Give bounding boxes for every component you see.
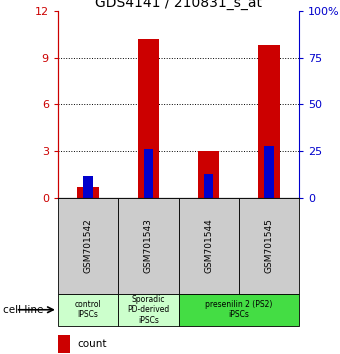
Bar bbox=[204, 174, 214, 198]
Text: GSM701544: GSM701544 bbox=[204, 219, 213, 273]
Bar bbox=[58, 335, 70, 353]
Bar bbox=[78, 187, 99, 198]
Bar bbox=[118, 294, 178, 326]
Bar bbox=[264, 146, 274, 198]
Text: cell line: cell line bbox=[3, 305, 44, 315]
Text: GSM701542: GSM701542 bbox=[84, 219, 92, 273]
Text: GSM701543: GSM701543 bbox=[144, 218, 153, 274]
Bar bbox=[258, 45, 279, 198]
Text: count: count bbox=[77, 339, 107, 349]
Bar bbox=[143, 149, 153, 198]
Bar bbox=[118, 198, 178, 294]
Title: GDS4141 / 210831_s_at: GDS4141 / 210831_s_at bbox=[95, 0, 262, 10]
Bar bbox=[198, 152, 219, 198]
Bar bbox=[58, 198, 118, 294]
Bar bbox=[83, 176, 93, 198]
Bar bbox=[178, 198, 239, 294]
Text: Sporadic
PD-derived
iPSCs: Sporadic PD-derived iPSCs bbox=[127, 295, 169, 325]
Bar bbox=[58, 294, 118, 326]
Text: presenilin 2 (PS2)
iPSCs: presenilin 2 (PS2) iPSCs bbox=[205, 300, 273, 319]
Bar bbox=[239, 198, 299, 294]
Text: GSM701545: GSM701545 bbox=[265, 218, 273, 274]
Text: control
IPSCs: control IPSCs bbox=[74, 300, 101, 319]
Bar bbox=[178, 294, 299, 326]
Bar bbox=[138, 39, 159, 198]
